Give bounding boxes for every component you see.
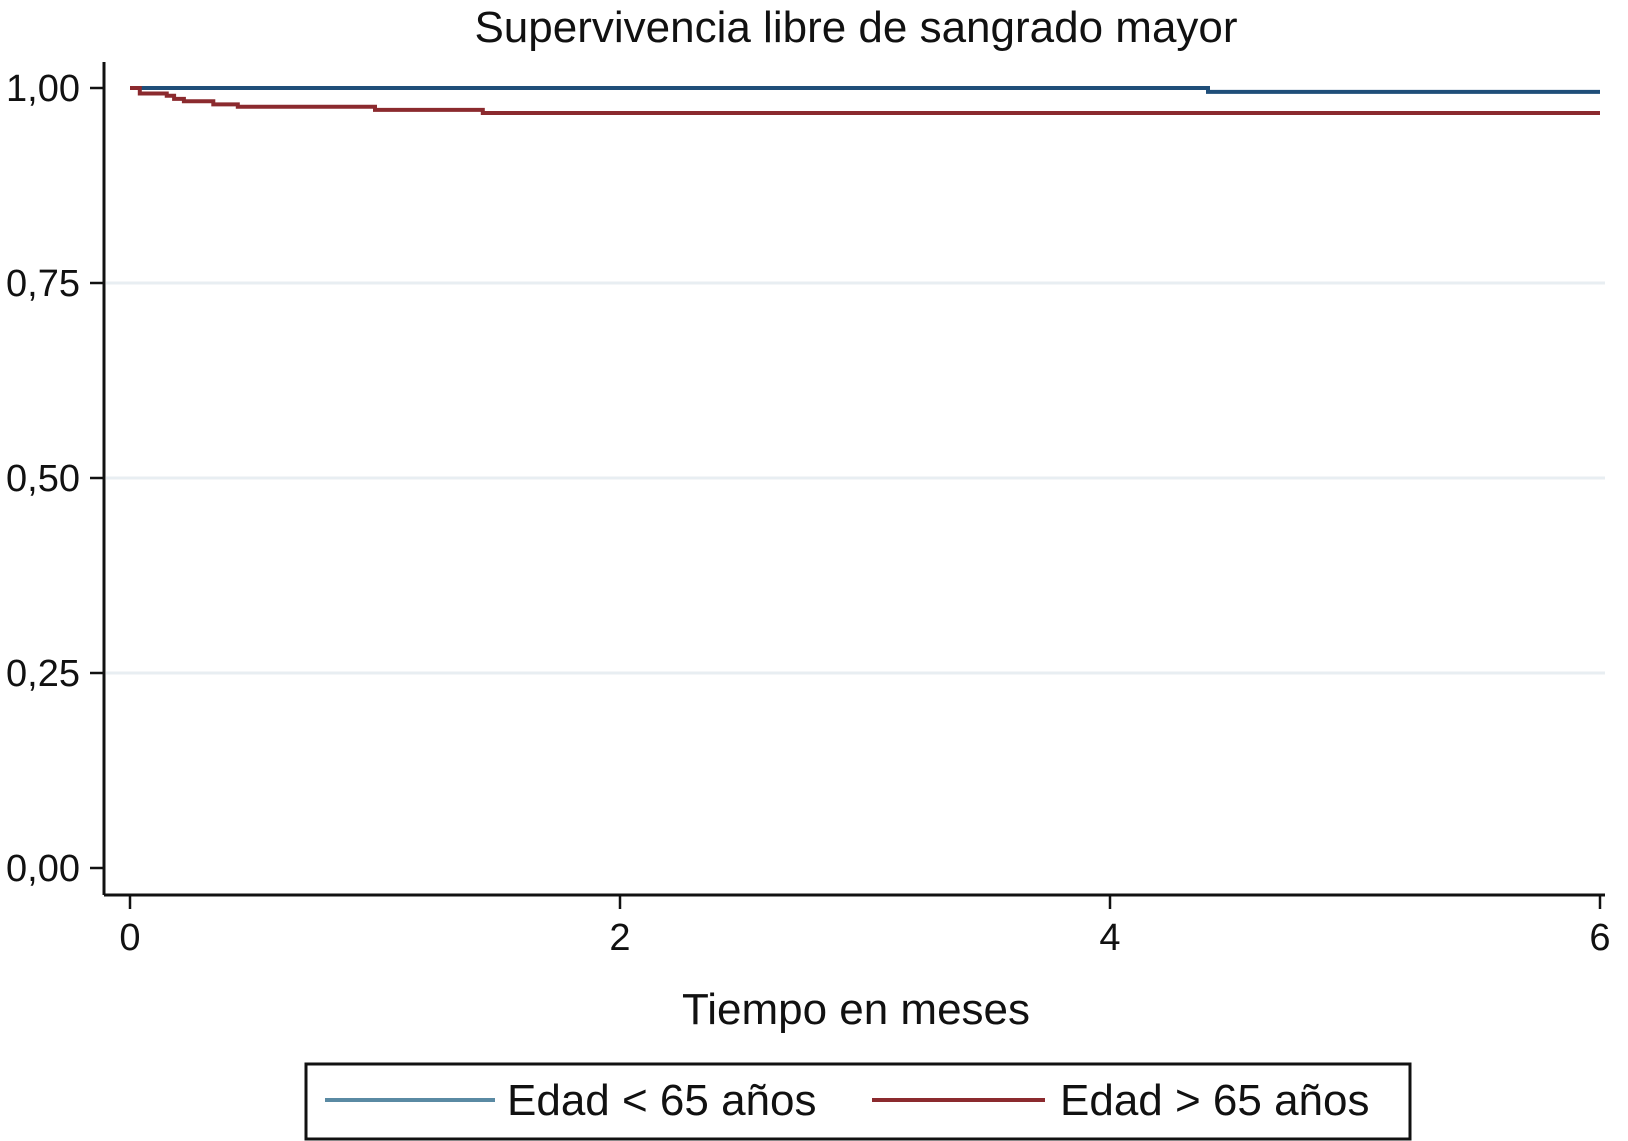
x-tick-label-2: 4: [1099, 917, 1120, 959]
y-tick-label-2: 0,50: [6, 458, 80, 500]
y-tick-label-3: 0,75: [6, 263, 80, 305]
y-axis-ticks: 0,00 0,25 0,50 0,75 1,00: [6, 68, 104, 890]
legend: Edad < 65 años Edad > 65 años: [325, 1076, 1369, 1125]
y-tick-label-1: 0,25: [6, 653, 80, 695]
y-tick-label-4: 1,00: [6, 68, 80, 110]
series-line-1: [130, 86, 1600, 115]
x-tick-label-1: 2: [609, 917, 630, 959]
gridlines: [106, 281, 1605, 675]
survival-curves: [130, 86, 1600, 115]
legend-label-0: Edad < 65 años: [507, 1076, 816, 1125]
x-axis-title: Tiempo en meses: [682, 985, 1030, 1034]
x-axis-ticks: 0 2 4 6: [119, 895, 1611, 959]
chart-title: Supervivencia libre de sangrado mayor: [474, 3, 1237, 52]
x-tick-label-3: 6: [1589, 917, 1610, 959]
legend-label-1: Edad > 65 años: [1060, 1076, 1369, 1125]
x-tick-label-0: 0: [119, 917, 140, 959]
series-line-0: [130, 86, 1600, 94]
y-tick-label-0: 0,00: [6, 848, 80, 890]
